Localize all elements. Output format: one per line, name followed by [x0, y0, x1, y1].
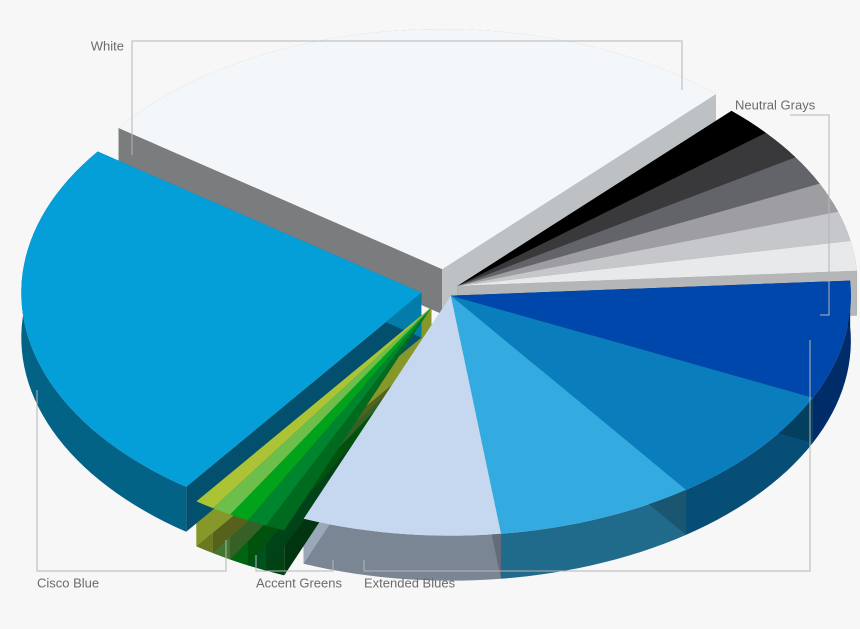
group-label: Neutral Grays [735, 97, 816, 112]
group-label: Accent Greens [256, 575, 342, 590]
slice [450, 295, 686, 534]
slice [457, 132, 796, 286]
slice [303, 295, 502, 536]
group-label: White [91, 38, 124, 53]
slice [118, 29, 716, 270]
slice [212, 307, 432, 515]
slice [457, 240, 857, 286]
slice [450, 295, 813, 490]
slice [247, 307, 432, 526]
slice [450, 280, 851, 398]
slice [230, 307, 432, 521]
slice [196, 307, 432, 509]
slice-tops [21, 29, 857, 536]
leader [131, 40, 683, 155]
slice [457, 157, 820, 286]
slice [265, 307, 432, 531]
leader [790, 114, 830, 316]
slice-side [21, 151, 187, 532]
slice [457, 183, 839, 286]
slice [457, 211, 851, 286]
slice-side [501, 489, 686, 579]
slice-side [812, 280, 851, 443]
slice-side [303, 518, 502, 581]
leader [36, 390, 227, 572]
slice [457, 110, 766, 286]
leader [255, 555, 334, 572]
group-label: Cisco Blue [37, 575, 99, 590]
slice [21, 151, 422, 487]
leader [363, 340, 811, 572]
group-label: Extended Blues [364, 575, 456, 590]
